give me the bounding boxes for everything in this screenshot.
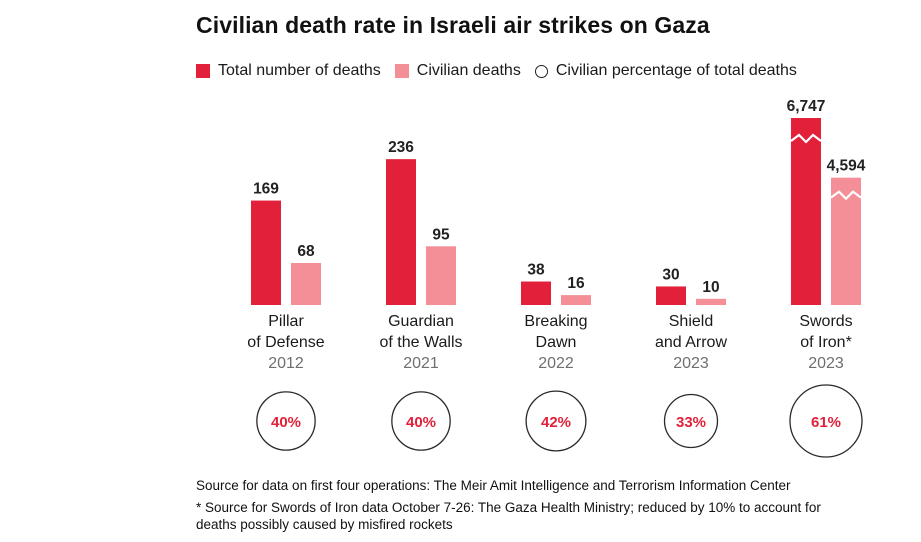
legend-label-percentage: Civilian percentage of total deaths [555,62,797,79]
data-label-civilian: 16 [567,275,585,292]
percentage-label: 40% [271,414,301,431]
category-label: Shield [669,313,713,330]
data-label-total: 236 [388,139,414,156]
footer-note-continued: deaths possibly caused by misfired rocke… [196,517,453,532]
percentage-label: 61% [811,414,841,431]
bar-total [521,281,551,305]
bar-civilian [561,295,591,305]
legend-swatch-civilian [394,64,409,78]
percentage-label: 33% [676,414,706,431]
legend-label-total: Total number of deaths [218,62,381,79]
data-label-civilian: 10 [702,279,719,296]
axis-break-civilian [830,190,862,201]
footer-note: * Source for Swords of Iron data October… [196,500,821,515]
bar-civilian [831,177,861,305]
data-label-total: 169 [253,181,279,198]
bar-chart: 169 68 Pillar of Defense 2012 40% 236 95 Guardia… [247,98,866,458]
category-year: 2021 [403,355,439,372]
category-label: of Defense [247,334,324,351]
bar-civilian [696,298,726,305]
bar-total [656,286,686,305]
legend-item-percentage: Civilian percentage of total deaths [534,62,797,80]
category-year: 2012 [268,355,304,372]
legend-item-civilian: Civilian deaths [394,62,521,80]
legend: Total number of deaths Civilian deaths C… [196,60,811,82]
legend-swatch-total [196,64,210,78]
legend-circle-icon [534,64,548,78]
bar-civilian [426,246,456,305]
data-label-civilian: 4,594 [827,158,866,175]
data-label-total: 6,747 [787,98,826,115]
category-label: Guardian [388,313,454,330]
bar-total [251,200,281,305]
data-label-civilian: 68 [297,243,315,260]
category-label: Swords [799,313,852,330]
bar-total [386,159,416,305]
category-label: of Iron* [800,334,852,351]
data-label-civilian: 95 [432,226,450,243]
percentage-label: 42% [541,414,571,431]
bar-civilian [291,262,321,305]
bar-total [791,118,821,305]
legend-label-civilian: Civilian deaths [416,62,521,79]
axis-break-total [790,133,822,144]
percentage-circle [525,390,587,452]
data-label-total: 30 [662,266,679,283]
category-label: Pillar [268,313,304,330]
percentage-label: 40% [406,414,436,431]
percentage-circle [256,391,316,451]
footer-source: Source for data on first four operations… [196,478,791,493]
category-label: Breaking [524,313,587,330]
category-label: Dawn [536,334,577,351]
category-label: and Arrow [655,334,727,351]
category-year: 2022 [538,355,574,372]
percentage-circle [391,391,451,451]
chart-title: Civilian death rate in Israeli air strik… [196,12,710,38]
category-year: 2023 [673,355,709,372]
legend-item-total: Total number of deaths [196,62,381,80]
percentage-circle [789,384,863,458]
category-year: 2023 [808,355,844,372]
percentage-circle [663,393,719,449]
category-label: of the Walls [380,334,463,351]
data-label-total: 38 [527,262,545,279]
